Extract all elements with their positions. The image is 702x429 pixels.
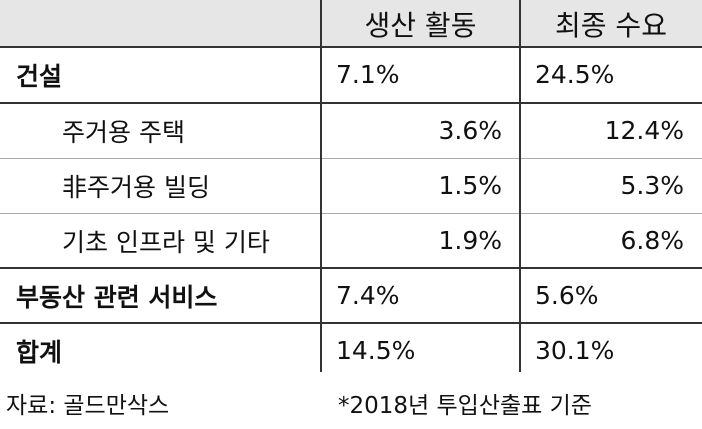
rule [0, 267, 702, 269]
cell-value: 5.6% [535, 281, 599, 310]
cell-value: 14.5% [336, 336, 416, 365]
row-label: 합계 [16, 337, 63, 367]
row-label: 주거용 주택 [62, 117, 185, 147]
cell-value: 1.5% [438, 171, 502, 200]
column-header: 최종 수요 [555, 8, 667, 42]
row-label: 기초 인프라 및 기타 [62, 227, 270, 257]
cell-value: 3.6% [438, 116, 502, 145]
cell-value: 6.8% [620, 226, 684, 255]
cell-value: 12.4% [604, 116, 684, 145]
column-header: 생산 활동 [364, 8, 477, 42]
rule [0, 46, 702, 48]
rule [0, 158, 702, 159]
note: *2018년 투입산출표 기준 [338, 393, 592, 419]
cell-value: 1.9% [438, 226, 502, 255]
rule [0, 102, 702, 104]
cell-value: 7.1% [336, 60, 400, 89]
cell-value: 24.5% [535, 60, 615, 89]
row-label: 非주거용 빌딩 [62, 172, 210, 202]
column-rule [519, 0, 521, 372]
row-label: 건설 [16, 61, 63, 91]
source: 자료: 골드만삭스 [6, 393, 170, 419]
cell-value: 30.1% [535, 336, 615, 365]
cell-value: 7.4% [336, 281, 400, 310]
rule [0, 322, 702, 324]
cell-value: 5.3% [620, 171, 684, 200]
header-background [0, 0, 702, 47]
row-label: 부동산 관련 서비스 [16, 282, 218, 312]
rule [0, 213, 702, 214]
column-rule [320, 0, 322, 372]
